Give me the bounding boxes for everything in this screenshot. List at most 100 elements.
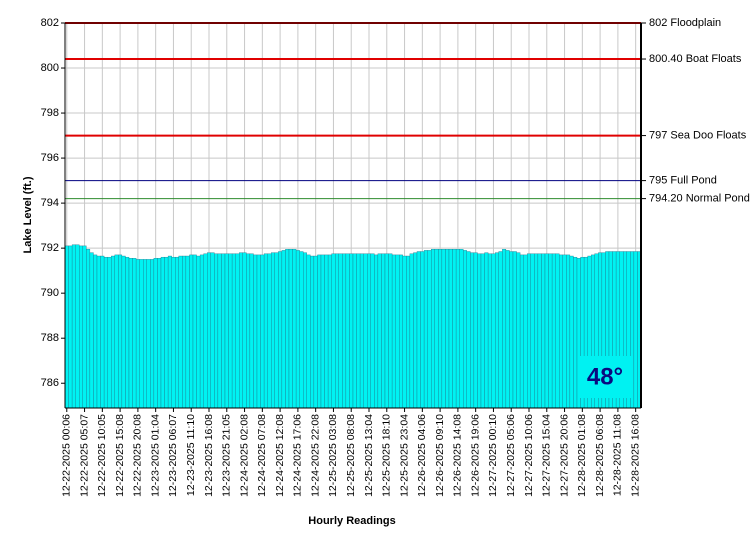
bar [470, 252, 475, 409]
bar [82, 245, 87, 409]
x-tick-label: 12-27-2025 05:06 [505, 414, 517, 497]
bar [111, 255, 115, 409]
bar [509, 251, 514, 409]
x-tick-label: 12-25-2025 03:08 [327, 414, 339, 497]
x-tick-label: 12-22-2025 00:06 [61, 414, 73, 497]
x-tick-label: 12-26-2025 14:08 [452, 414, 464, 497]
bar [189, 254, 194, 409]
bar [68, 245, 73, 409]
bar [519, 254, 524, 409]
bar [135, 259, 140, 409]
bar [231, 253, 236, 409]
bar [473, 252, 478, 409]
bar [455, 249, 460, 409]
bar [214, 253, 219, 409]
x-tick-label: 12-27-2025 15:04 [541, 414, 553, 497]
bar [374, 254, 379, 409]
x-tick-label: 12-24-2025 22:08 [309, 414, 321, 497]
bar [416, 251, 421, 409]
bar [512, 251, 517, 409]
bar [239, 252, 243, 409]
y-tick-label: 788 [41, 332, 59, 344]
x-tick-label: 12-24-2025 17:06 [292, 414, 304, 497]
bar [79, 245, 83, 409]
bar [413, 252, 418, 409]
bar [423, 250, 428, 409]
bar [260, 254, 265, 409]
bar [178, 255, 183, 409]
x-tick-label: 12-28-2025 01:08 [576, 414, 588, 497]
bar [121, 255, 126, 409]
bar [228, 253, 233, 409]
bar [381, 253, 386, 409]
x-tick-label: 12-23-2025 21:05 [221, 414, 233, 497]
bar [555, 253, 560, 409]
x-tick-label: 12-23-2025 16:08 [203, 414, 215, 497]
bar [367, 253, 371, 409]
x-tick-label: 12-26-2025 09:10 [434, 414, 446, 497]
bar [182, 255, 187, 409]
x-tick-label: 12-24-2025 02:08 [238, 414, 250, 497]
x-tick-label: 12-27-2025 00:10 [487, 414, 499, 497]
bar [406, 255, 411, 409]
x-tick-label: 12-25-2025 13:04 [363, 414, 375, 497]
bar [395, 254, 400, 409]
y-tick-label: 796 [41, 152, 59, 164]
bar [434, 249, 439, 409]
bar [150, 259, 155, 409]
bar [210, 252, 215, 409]
bar [352, 253, 357, 409]
bar [125, 256, 130, 409]
bar [242, 252, 247, 409]
temperature: 48° [587, 363, 623, 390]
bar [516, 252, 521, 409]
x-tick-label: 12-24-2025 07:08 [256, 414, 268, 497]
y-tick-label: 794 [41, 197, 59, 209]
bar [633, 251, 638, 409]
bar [175, 256, 179, 409]
bar [345, 253, 350, 409]
bar [484, 252, 489, 409]
bar [331, 253, 336, 409]
bar [224, 253, 229, 409]
reference-label: 800.40 Boat Floats [649, 53, 742, 65]
bar [466, 251, 471, 409]
x-tick-label: 12-24-2025 12:08 [274, 414, 286, 497]
bar [271, 252, 275, 409]
bar [107, 256, 112, 409]
bar [303, 252, 307, 409]
reference-label: 795 Full Pond [649, 175, 717, 187]
bar [388, 253, 393, 409]
bar [530, 253, 535, 409]
bar [153, 258, 158, 409]
x-tick-label: 12-26-2025 04:06 [416, 414, 428, 497]
bar [267, 253, 272, 409]
bar [537, 253, 542, 409]
bar [75, 244, 80, 409]
bar [342, 253, 347, 409]
bar [544, 253, 549, 409]
bar [278, 251, 283, 409]
bar [391, 254, 396, 409]
bar [441, 249, 446, 409]
x-tick-label: 12-27-2025 20:06 [558, 414, 570, 497]
bar [335, 253, 339, 409]
bar [256, 254, 261, 409]
x-tick-label: 12-28-2025 16:08 [629, 414, 641, 497]
bar [103, 256, 108, 409]
bar [203, 253, 208, 409]
bar [527, 253, 531, 409]
bar [384, 253, 389, 409]
bar [359, 253, 364, 409]
bar [114, 254, 119, 409]
y-tick-label: 792 [41, 242, 59, 254]
bar [569, 255, 574, 409]
x-tick-label: 12-28-2025 06:08 [594, 414, 606, 497]
bar [356, 253, 361, 409]
bar [463, 250, 467, 409]
bar [459, 249, 464, 409]
bar [160, 256, 165, 409]
bar [93, 254, 98, 409]
bar [306, 254, 311, 409]
bar [249, 253, 254, 409]
